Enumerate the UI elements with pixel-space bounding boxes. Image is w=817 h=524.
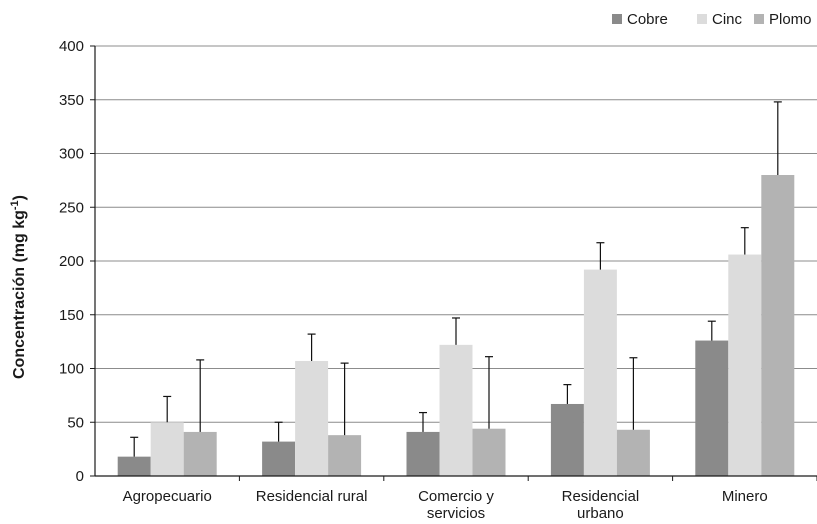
x-category-label: Agropecuario (123, 488, 212, 505)
y-axis-title-end: ) (11, 195, 28, 200)
bar-plomo (472, 428, 506, 476)
bar-cinc (583, 269, 617, 476)
bar-cobre (550, 403, 584, 476)
x-category-label-line: Minero (722, 488, 768, 505)
axes (90, 45, 817, 481)
bar-plomo (761, 175, 795, 476)
x-category-label-line: Residencial rural (256, 488, 368, 505)
legend-swatch-plomo (754, 14, 764, 24)
legend-swatch-cobre (612, 14, 622, 24)
bar-cobre (117, 456, 151, 476)
x-category-label: Residencial rural (256, 488, 368, 505)
bar-cobre (262, 441, 296, 476)
y-tick-label: 350 (59, 92, 84, 109)
y-tick-label: 200 (59, 253, 84, 270)
y-tick-labels: 0 50 100 150 200 250 300 350 400 (59, 38, 84, 485)
y-axis-title: Concentración (mg kg-1) (9, 195, 28, 379)
y-axis-title-main: Concentración (mg kg (11, 210, 28, 379)
y-tick-label: 100 (59, 361, 84, 378)
y-tick-label: 400 (59, 38, 84, 55)
legend: Cobre Cinc Plomo (612, 11, 812, 28)
y-tick-label: 250 (59, 199, 84, 216)
x-category-label: Residencial urbano (562, 488, 640, 522)
bar-cinc (439, 344, 473, 476)
legend-label-cinc: Cinc (712, 11, 743, 28)
x-category-label-line: Residencial (562, 488, 640, 505)
bar-cobre (406, 431, 440, 476)
x-category-label-line: Comercio y (418, 488, 494, 505)
legend-label-plomo: Plomo (769, 11, 812, 28)
bar-cinc (295, 360, 329, 476)
x-category-label-line: urbano (577, 505, 624, 522)
bar-plomo (328, 435, 362, 476)
bar-plomo (183, 431, 217, 476)
y-tick-label: 300 (59, 146, 84, 163)
y-tick-label: 50 (67, 414, 84, 431)
y-axis-title-sup: -1 (9, 200, 21, 210)
x-category-label: Comercio y servicios (418, 488, 494, 522)
bars-group (117, 175, 795, 476)
error-bars-group (130, 101, 782, 457)
legend-label-cobre: Cobre (627, 11, 668, 28)
gridlines (95, 45, 817, 423)
x-category-label: Minero (722, 488, 768, 505)
x-category-label-line: Agropecuario (123, 488, 212, 505)
bar-cinc (728, 254, 762, 476)
y-tick-label: 0 (76, 468, 84, 485)
bar-plomo (616, 429, 650, 476)
y-tick-label: 150 (59, 307, 84, 324)
bar-cinc (150, 422, 184, 476)
bar-cobre (695, 340, 729, 476)
x-category-label-line: servicios (427, 505, 485, 522)
legend-swatch-cinc (697, 14, 707, 24)
